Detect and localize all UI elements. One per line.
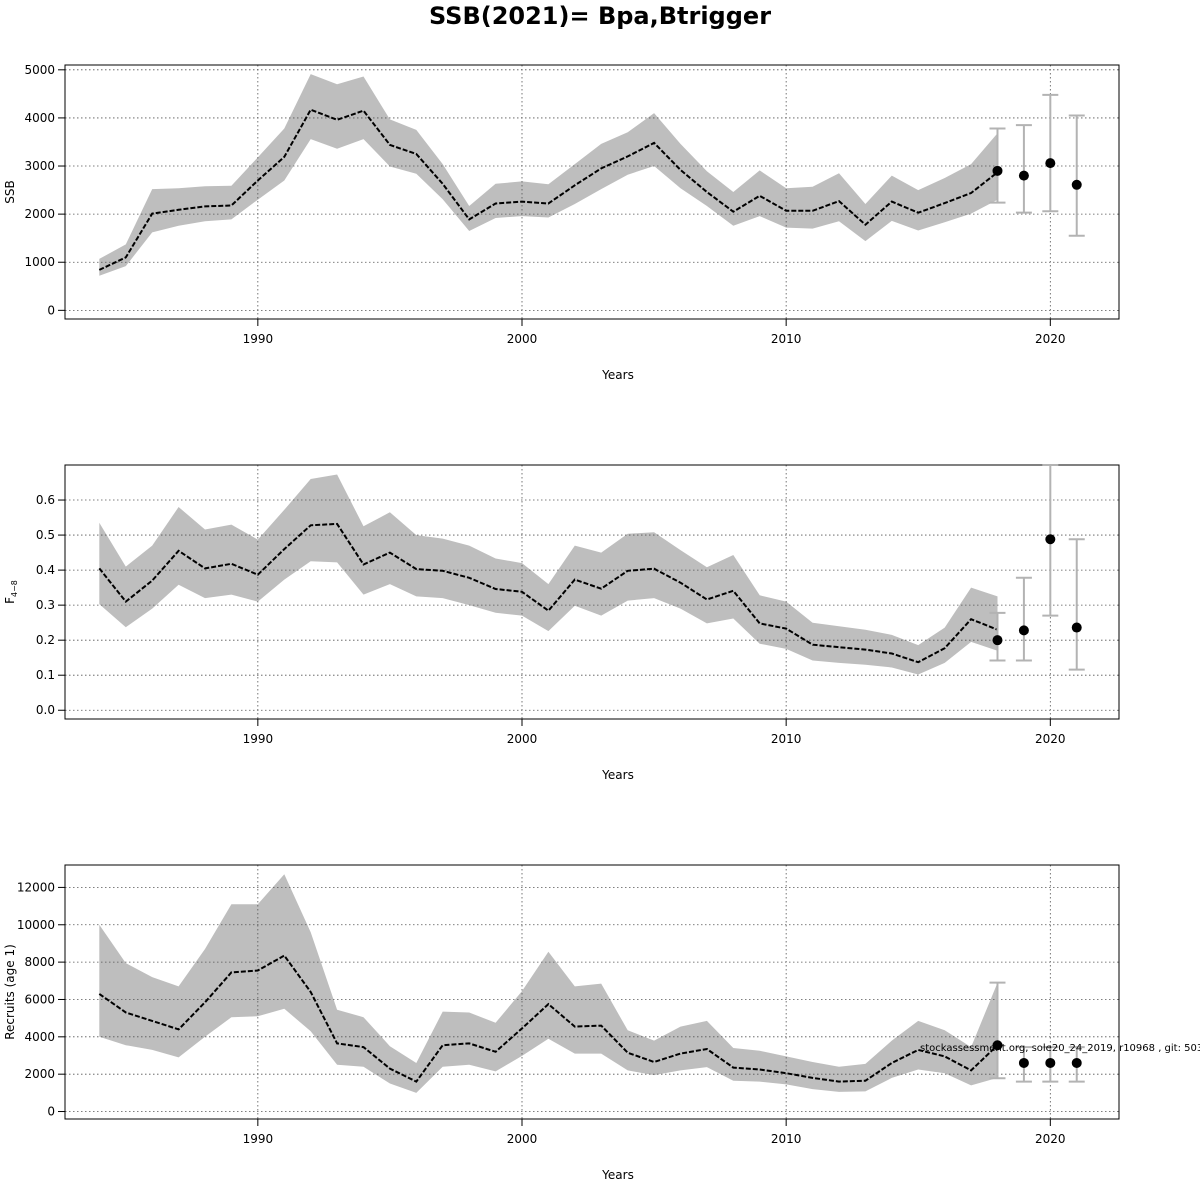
ssb-forecast-point-2018 <box>992 165 1003 176</box>
chart-panels: 1990 2000 2010 2020 0 1000 2000 3000 4000 5000 Yea… <box>3 63 1120 1182</box>
recruits-ytick-label-3: 6000 <box>24 992 55 1006</box>
fbar-y-axis-subscript: 4−8 <box>10 580 19 597</box>
fbar-x-axis-label: Years <box>601 768 634 782</box>
recruits-forecast-point-2020 <box>1045 1057 1056 1068</box>
recruits-confidence-band <box>99 874 998 1093</box>
recruits-ytick-label-2: 4000 <box>24 1030 55 1044</box>
recruits-xtick-label-1990: 1990 <box>243 1132 274 1146</box>
fbar-xtick-label-2000: 2000 <box>507 732 538 746</box>
fbar-forecast-point-2018 <box>992 635 1003 646</box>
fbar-ytick-label-6: 0.6 <box>36 493 55 507</box>
recruits-xtick-label-2010: 2010 <box>771 1132 802 1146</box>
fbar-ytick-label-1: 0.1 <box>36 668 55 682</box>
fbar-ytick-label-3: 0.3 <box>36 598 55 612</box>
ssb-ytick-label-4: 4000 <box>24 111 55 125</box>
ssb-ytick-label-5: 5000 <box>24 63 55 77</box>
recruits-estimate-line <box>98 954 999 1083</box>
fbar-xtick-label-2020: 2020 <box>1035 732 1066 746</box>
recruits-ytick-label-0: 0 <box>47 1105 55 1119</box>
recruits-forecast-point-2019 <box>1018 1057 1029 1068</box>
recruits-xtick-label-2020: 2020 <box>1035 1132 1066 1146</box>
ssb-x-axis-label: Years <box>601 368 634 382</box>
recruits-ytick-label-6: 12000 <box>17 880 55 894</box>
recruits-ytick-label-1: 2000 <box>24 1067 55 1081</box>
fbar-y-axis-label: F4−8 <box>3 580 19 604</box>
fbar-xtick-label-1990: 1990 <box>243 732 274 746</box>
ssb-xtick-label-2020: 2020 <box>1035 332 1066 346</box>
panel-fbar: 1990 2000 2010 2020 0.0 0.1 0.2 0.3 0.4 0.5 0.6 Yea… <box>3 464 1120 782</box>
recruits-forecast-point-2018 <box>992 1040 1003 1051</box>
fbar-ytick-label-2: 0.2 <box>36 633 55 647</box>
fbar-confidence-band <box>99 474 998 675</box>
fbar-forecast-point-2021 <box>1071 622 1082 633</box>
ssb-forecast-point-2019 <box>1018 170 1029 181</box>
ssb-ytick-label-0: 0 <box>47 303 55 317</box>
ssb-plot-frame <box>64 64 1120 320</box>
ssb-estimate-line <box>98 108 999 271</box>
recruits-ytick-label-5: 10000 <box>17 918 55 932</box>
fbar-ytick-label-0: 0.0 <box>36 703 55 717</box>
recruits-xtick-label-2000: 2000 <box>507 1132 538 1146</box>
fbar-estimate-line <box>98 522 998 664</box>
ssb-xtick-label-1990: 1990 <box>243 332 274 346</box>
recruits-forecast-point-2021 <box>1071 1057 1082 1068</box>
ssb-forecast-point-2021 <box>1071 179 1082 190</box>
ssb-ytick-label-3: 3000 <box>24 159 55 173</box>
recruits-y-axis-label: Recruits (age 1) <box>3 944 17 1040</box>
ssb-ytick-label-1: 1000 <box>24 255 55 269</box>
ssb-xtick-label-2000: 2000 <box>507 332 538 346</box>
fbar-forecast-point-2020 <box>1045 534 1056 545</box>
fbar-xtick-label-2010: 2010 <box>771 732 802 746</box>
ssb-xtick-label-2010: 2010 <box>771 332 802 346</box>
chart-title: SSB(2021)= Bpa,Btrigger <box>429 2 771 30</box>
ssb-confidence-band <box>99 74 998 276</box>
recruits-ytick-label-4: 8000 <box>24 955 55 969</box>
fbar-ytick-label-5: 0.5 <box>36 528 55 542</box>
fbar-plot-frame <box>64 464 1120 720</box>
watermark-text: stockassessment.org, sole20_24_2019, r10… <box>920 1043 1200 1054</box>
ssb-forecast-point-2020 <box>1045 158 1056 169</box>
panel-recruits: 1990 2000 2010 2020 0 2000 4000 6000 8000 10000 12… <box>3 864 1120 1182</box>
ssb-ytick-label-2: 2000 <box>24 207 55 221</box>
recruits-x-axis-label: Years <box>601 1168 634 1182</box>
ssb-y-axis-label: SSB <box>3 180 17 203</box>
fbar-ytick-label-4: 0.4 <box>36 563 55 577</box>
panel-ssb: 1990 2000 2010 2020 0 1000 2000 3000 4000 5000 Yea… <box>3 63 1120 382</box>
fbar-forecast-point-2019 <box>1018 625 1029 636</box>
recruits-plot-frame <box>64 864 1120 1120</box>
